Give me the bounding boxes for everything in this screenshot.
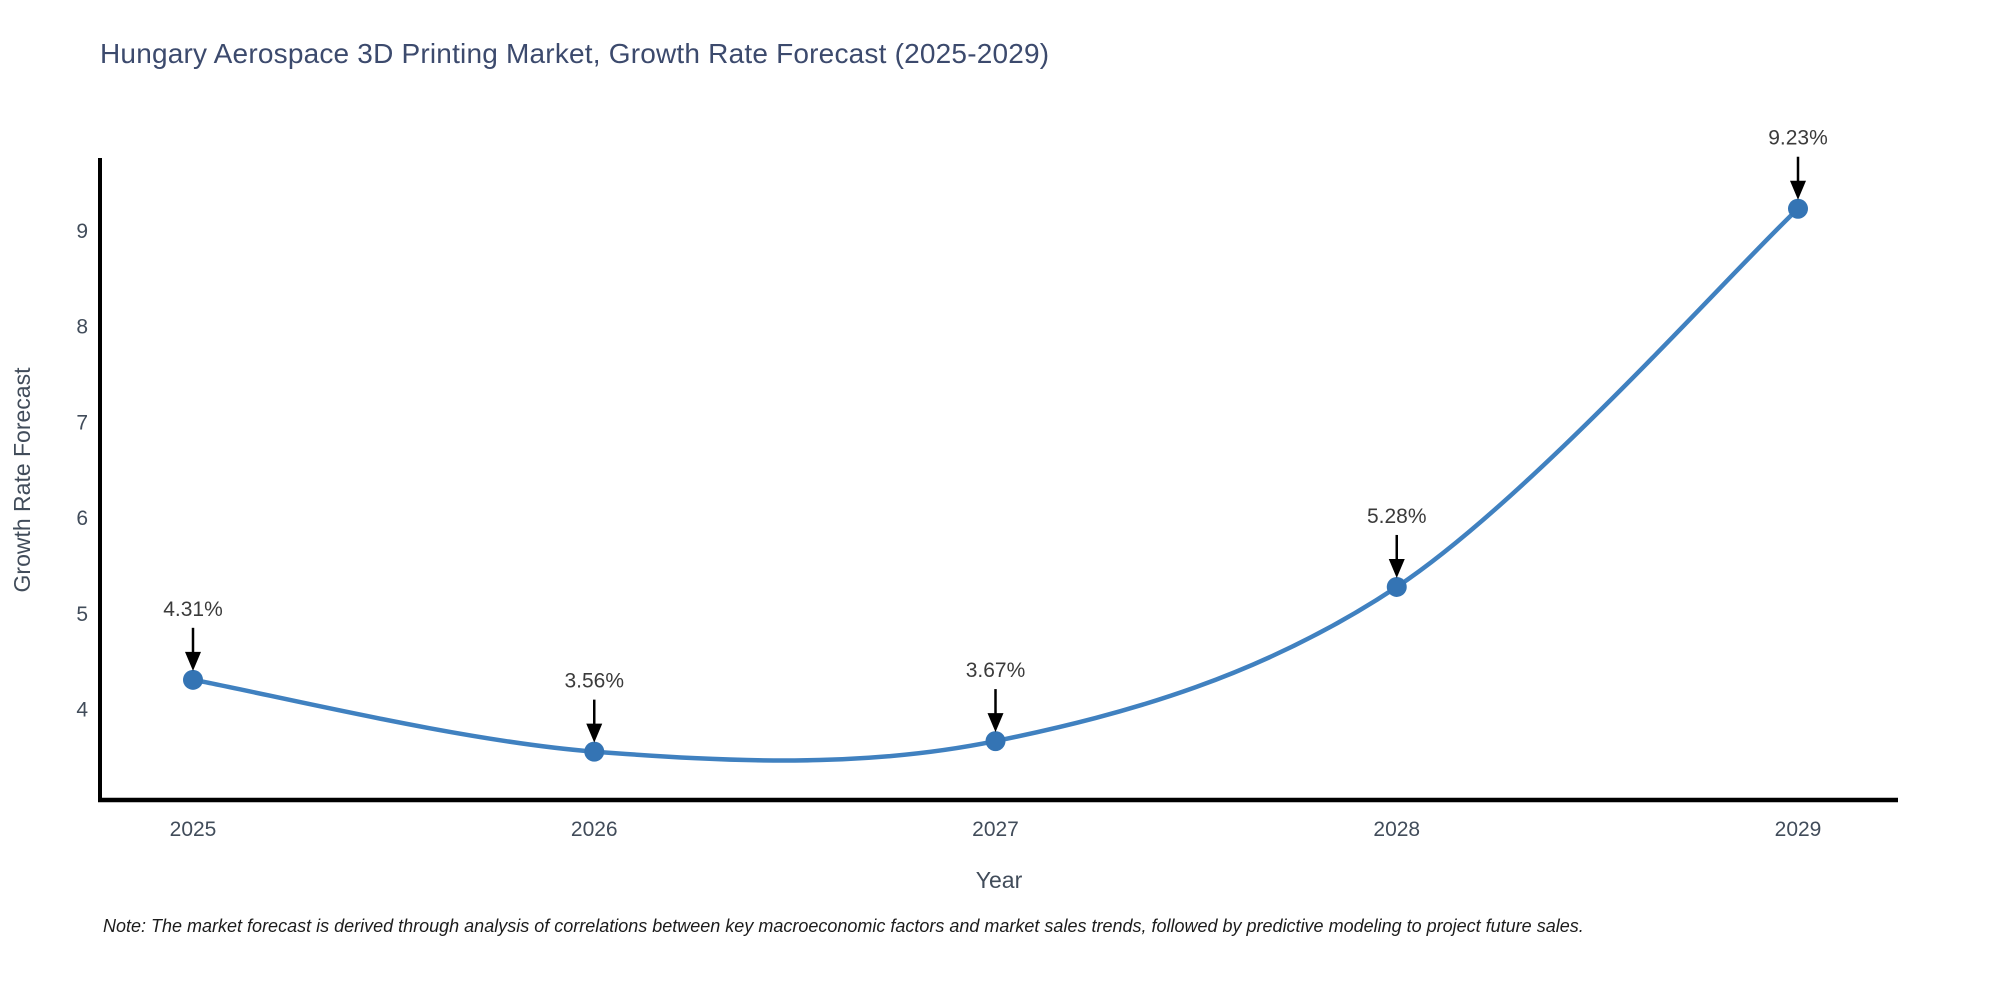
data-point-marker — [985, 731, 1006, 752]
data-point-marker — [1386, 576, 1407, 597]
chart-footnote: Note: The market forecast is derived thr… — [103, 916, 1584, 936]
data-point-label: 4.31% — [163, 598, 223, 621]
data-point-marker — [183, 669, 203, 690]
annotation-arrowhead — [586, 723, 603, 743]
data-point-label: 3.67% — [966, 659, 1026, 682]
y-tick-label: 5 — [76, 603, 88, 626]
data-point-marker — [1788, 198, 1808, 219]
chart-title: Hungary Aerospace 3D Printing Market, Gr… — [100, 38, 1050, 69]
x-tick-label: 2028 — [1373, 818, 1420, 841]
annotation-arrowhead — [987, 713, 1004, 733]
data-point-label: 9.23% — [1768, 127, 1828, 150]
data-point-marker — [584, 741, 605, 762]
x-tick-label: 2029 — [1775, 818, 1822, 841]
y-tick-label: 7 — [76, 411, 88, 434]
y-axis-title: Growth Rate Forecast — [9, 367, 35, 593]
annotation-arrowhead — [1790, 180, 1806, 200]
data-point-label: 3.56% — [564, 670, 624, 693]
y-tick-label: 8 — [76, 316, 88, 339]
annotation-arrowhead — [185, 651, 201, 671]
x-tick-label: 2025 — [170, 818, 217, 841]
x-tick-label: 2027 — [972, 818, 1019, 841]
x-axis-title: Year — [976, 867, 1023, 893]
data-point-label: 5.28% — [1367, 505, 1427, 528]
y-tick-label: 6 — [76, 507, 88, 530]
y-tick-label: 9 — [76, 220, 88, 243]
x-tick-label: 2026 — [571, 818, 618, 841]
annotation-arrowhead — [1388, 558, 1405, 578]
y-tick-label: 4 — [76, 699, 88, 722]
